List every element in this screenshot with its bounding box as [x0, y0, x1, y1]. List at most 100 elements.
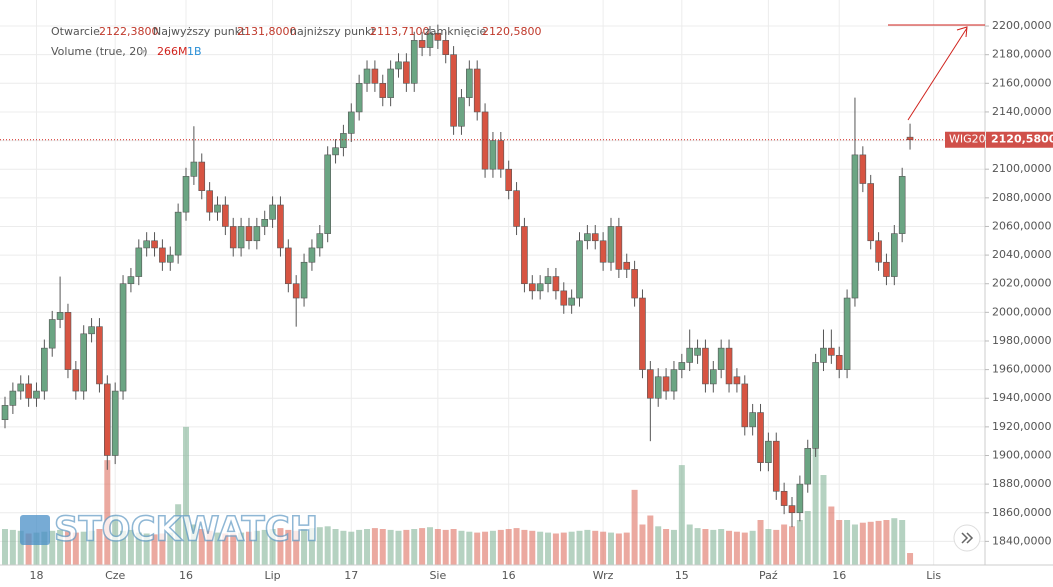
- candle-body: [647, 369, 654, 399]
- candle-body: [166, 254, 174, 263]
- candle-body: [788, 505, 796, 514]
- volume-bar: [663, 529, 670, 565]
- candle-body: [725, 347, 733, 385]
- legend-close-label: zamknięcie: [424, 25, 486, 38]
- volume-bar: [812, 423, 819, 565]
- volume-bar: [293, 530, 300, 565]
- volume-bar: [403, 529, 410, 565]
- volume-bar: [308, 528, 315, 565]
- volume-bar: [670, 529, 677, 565]
- volume-bar: [655, 526, 662, 565]
- volume-bar: [387, 529, 394, 565]
- candle-body: [757, 412, 764, 463]
- candle-body: [198, 161, 206, 191]
- candle-body: [466, 68, 473, 98]
- x-tick-label: Lip: [264, 569, 280, 582]
- volume-bar: [474, 532, 481, 565]
- volume-bar: [749, 530, 756, 565]
- candle-body: [591, 233, 599, 242]
- volume-bar: [450, 529, 457, 565]
- x-tick-label: 18: [29, 569, 43, 582]
- candle-body: [544, 276, 552, 285]
- candle-body: [489, 140, 497, 170]
- x-tick-label: 16: [502, 569, 516, 582]
- volume-bar: [482, 531, 489, 565]
- candle-body: [418, 40, 426, 48]
- volume-bar: [88, 530, 95, 565]
- volume-bar: [57, 529, 64, 565]
- volume-bar: [159, 533, 166, 565]
- volume-bar: [623, 532, 630, 565]
- y-tick-label: 1860,0000: [992, 506, 1052, 519]
- candle-body: [1, 405, 9, 421]
- volume-bar: [411, 529, 418, 565]
- candle-body: [229, 226, 237, 249]
- legend: Otwarcie 2122,3800 Najwyższy punkt 2131,…: [51, 25, 542, 58]
- watermark-text: STOCKWATCH: [54, 510, 318, 550]
- x-tick-label: Paź: [759, 569, 778, 582]
- price-badge: [986, 131, 1053, 148]
- x-tick-label: 17: [344, 569, 358, 582]
- volume-bar: [710, 529, 717, 565]
- volume-bar: [576, 530, 583, 565]
- candle-body: [670, 369, 678, 392]
- x-tick-label: Wrz: [593, 569, 614, 582]
- candle-body: [261, 219, 269, 227]
- candle-body: [654, 376, 662, 399]
- volume-bar: [135, 532, 142, 565]
- candle-body: [222, 204, 229, 227]
- volume-bar: [765, 529, 772, 565]
- candle-body: [639, 297, 646, 370]
- candle-body: [835, 354, 843, 370]
- y-tick-label: 1920,0000: [992, 420, 1052, 433]
- volume-bar: [261, 529, 268, 565]
- volume-bar: [466, 531, 473, 565]
- scroll-button[interactable]: [953, 524, 981, 552]
- volume-bar: [17, 530, 24, 565]
- volume-bar: [781, 524, 788, 565]
- dropdown-icon[interactable]: [140, 50, 146, 54]
- y-tick-label: 2080,0000: [992, 191, 1052, 204]
- volume-bar: [757, 520, 764, 565]
- scroll-icon[interactable]: [961, 532, 974, 544]
- candle-body: [237, 226, 245, 249]
- volume-ma: 1B: [187, 45, 202, 58]
- candle-body: [717, 347, 725, 370]
- volume-bar: [426, 527, 433, 565]
- candle-body: [702, 347, 709, 385]
- volume-bar: [552, 533, 559, 565]
- candle-body: [686, 347, 693, 363]
- candle-body: [623, 261, 631, 270]
- y-tick-label: 1960,0000: [992, 363, 1052, 376]
- trend-arrow: [907, 27, 968, 121]
- candle-body: [48, 319, 56, 349]
- volume-bar: [505, 529, 512, 565]
- volume-bar: [726, 530, 733, 565]
- volume-bar: [458, 530, 465, 565]
- candle-body: [442, 40, 450, 55]
- y-tick-label: 1900,0000: [992, 448, 1052, 461]
- volume-bar: [584, 529, 591, 565]
- x-tick-label: 16: [179, 569, 193, 582]
- candle-body: [733, 376, 741, 385]
- candle-body: [387, 68, 394, 98]
- volume-bar: [529, 530, 536, 565]
- candle-body: [96, 326, 103, 385]
- volume-bar: [851, 524, 858, 565]
- legend-high-label: Najwyższy punkt: [153, 25, 246, 38]
- volume-bar: [285, 529, 292, 565]
- candle-body: [347, 111, 355, 134]
- candle-body: [521, 226, 528, 285]
- y-tick-label: 2160,0000: [992, 76, 1052, 89]
- volume-bar: [348, 531, 355, 565]
- volume-bar: [379, 529, 386, 565]
- candle-body: [473, 68, 481, 113]
- volume-bar: [907, 553, 914, 565]
- volume-bar: [364, 529, 371, 565]
- volume-bar: [647, 515, 654, 565]
- volume-bar: [49, 530, 56, 565]
- candle-body: [536, 283, 544, 292]
- volume-bar: [64, 531, 71, 565]
- candle-body: [812, 362, 819, 449]
